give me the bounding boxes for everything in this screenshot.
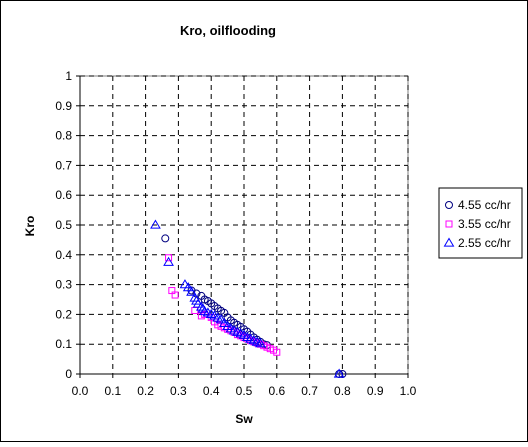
legend-label: 3.55 cc/hr	[458, 217, 511, 231]
data-point-triangle	[215, 314, 227, 324]
legend-marker-square	[445, 220, 453, 228]
gridlines	[80, 75, 409, 374]
legend-marker-circle	[445, 201, 453, 209]
y-tick-label: 0.3	[55, 278, 72, 292]
x-tick-label: 0.8	[334, 384, 351, 398]
y-tick-label: 0.9	[55, 99, 72, 113]
y-axis-label: Kro	[23, 216, 37, 237]
y-tick-label: 0	[65, 367, 72, 381]
x-tick-label: 0.5	[236, 384, 253, 398]
y-tick-label: 0.2	[55, 307, 72, 321]
y-tick-labels: 0 0.1 0.2 0.3 0.4 0.5 0.6 0.7 0.8 0.9 1	[55, 69, 72, 381]
x-axis-label: Sw	[235, 412, 253, 426]
y-tick-label: 0.6	[55, 188, 72, 202]
y-tick-label: 0.8	[55, 129, 72, 143]
y-tick-label: 0.1	[55, 337, 72, 351]
x-tick-label: 0.1	[104, 384, 121, 398]
data-point-triangle	[333, 368, 345, 378]
y-tick-label: 1	[65, 69, 72, 83]
y-tick-label: 0.7	[55, 158, 72, 172]
legend: 4.55 cc/hr 3.55 cc/hr 2.55 cc/hr	[438, 187, 523, 259]
data-point-triangle	[186, 286, 197, 296]
x-tick-label: 0.4	[203, 384, 220, 398]
data-points	[150, 219, 347, 378]
x-tick-label: 1.0	[400, 384, 417, 398]
x-tick-label: 0.6	[268, 384, 285, 398]
data-point-square	[171, 291, 179, 299]
x-tick-label: 0.9	[367, 384, 384, 398]
data-point-triangle	[150, 219, 161, 229]
x-tick-label: 0.3	[170, 384, 187, 398]
data-point-circle	[161, 234, 170, 243]
data-point-square	[165, 254, 173, 262]
y-tick-label: 0.5	[55, 218, 72, 232]
data-point-triangle	[163, 256, 174, 266]
x-tick-label: 0.2	[137, 384, 154, 398]
data-point-triangle	[182, 282, 194, 292]
chart-title: Kro, oilflooding	[180, 23, 276, 38]
x-tick-labels: 0.0 0.1 0.2 0.3 0.4 0.5 0.6 0.7 0.8 0.9 1.0	[72, 384, 417, 398]
legend-label: 2.55 cc/hr	[458, 236, 511, 250]
legend-marker-triangle	[443, 237, 455, 247]
legend-label: 4.55 cc/hr	[458, 198, 511, 212]
x-tick-label: 0.0	[72, 384, 89, 398]
data-point-square	[273, 348, 281, 356]
axes	[76, 75, 409, 378]
data-point-triangle	[255, 338, 266, 348]
x-tick-label: 0.7	[301, 384, 318, 398]
y-tick-label: 0.4	[55, 248, 72, 262]
